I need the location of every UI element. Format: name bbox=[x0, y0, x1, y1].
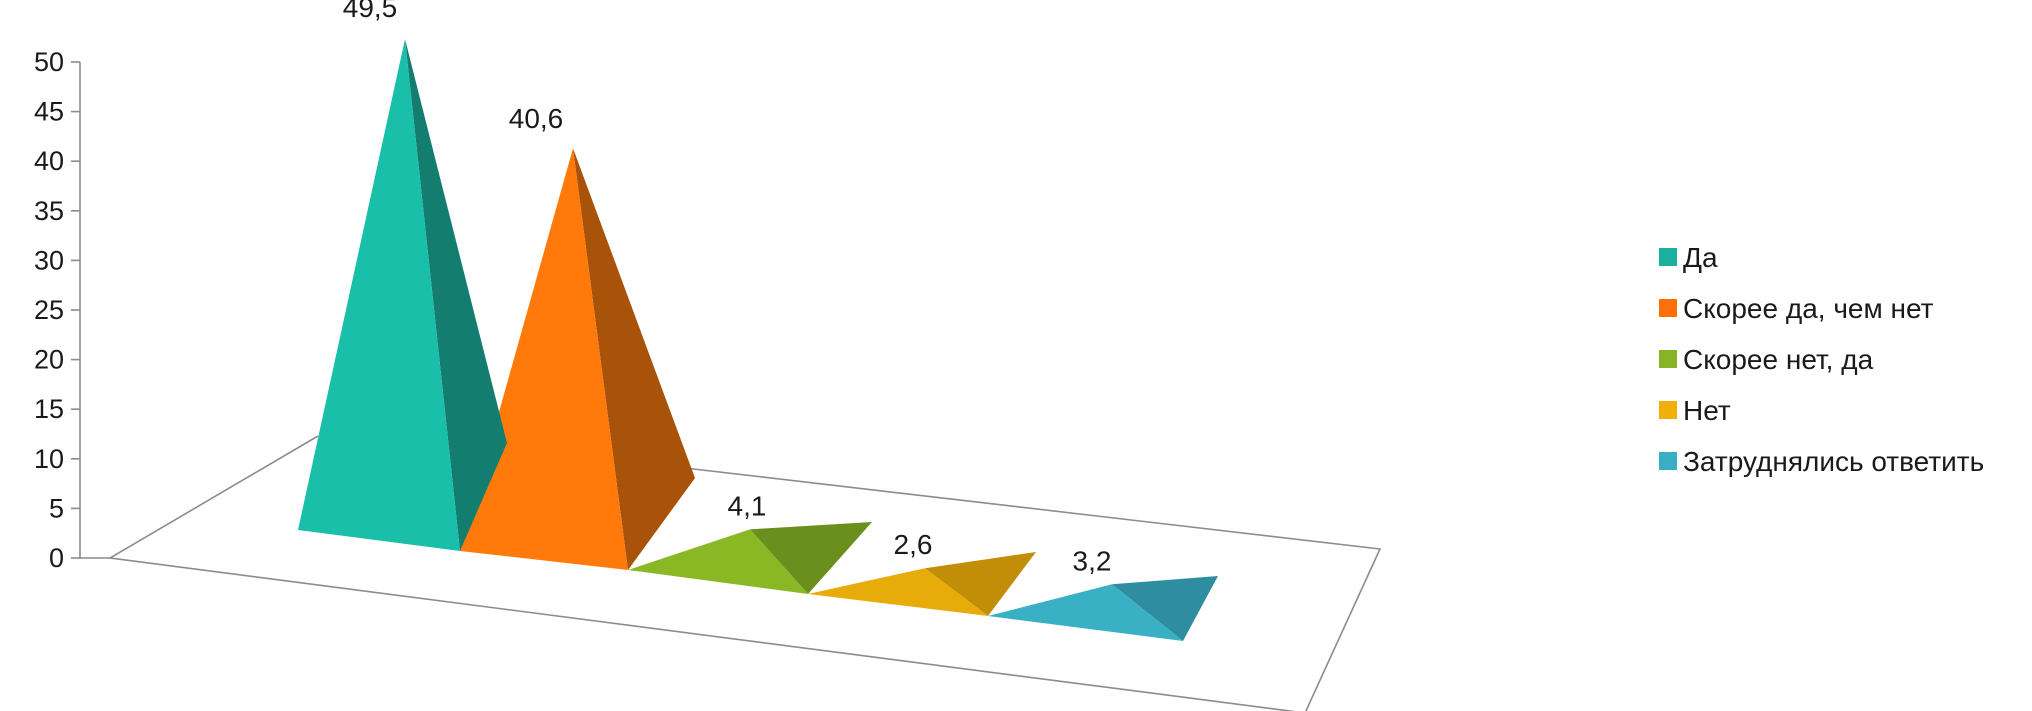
y-tick-label: 5 bbox=[49, 493, 64, 523]
y-tick-label: 25 bbox=[34, 295, 64, 325]
legend-swatch-1 bbox=[1659, 299, 1677, 317]
chart-series bbox=[298, 38, 1218, 641]
y-tick-label: 45 bbox=[34, 97, 64, 127]
legend: Да Скорее да, чем нет Скорее нет, да Нет Зат… bbox=[1659, 242, 1984, 477]
pyramid-side-0 bbox=[405, 38, 507, 551]
y-axis: 0 5 10 15 20 25 30 35 40 45 50 bbox=[34, 47, 110, 573]
pyramid-front-0 bbox=[298, 38, 460, 551]
pyramid-side-4 bbox=[1112, 576, 1218, 641]
pyramid-front-4 bbox=[988, 584, 1183, 641]
legend-swatch-4 bbox=[1659, 452, 1677, 470]
data-label-3: 2,6 bbox=[894, 529, 933, 560]
data-label-4: 3,2 bbox=[1073, 545, 1112, 576]
pyramid-side-2 bbox=[750, 522, 872, 594]
data-label-2: 4,1 bbox=[728, 490, 767, 521]
legend-label-4: Затруднялись ответить bbox=[1683, 446, 1984, 477]
legend-label-1: Скорее да, чем нет bbox=[1683, 293, 1934, 324]
y-tick-label: 35 bbox=[34, 196, 64, 226]
legend-swatch-3 bbox=[1659, 401, 1677, 419]
pyramid-side-1 bbox=[573, 148, 695, 571]
y-tick-label: 50 bbox=[34, 47, 64, 77]
legend-label-0: Да bbox=[1683, 242, 1718, 273]
data-labels: 49,5 40,6 4,1 2,6 3,2 bbox=[343, 0, 1112, 576]
y-tick-label: 0 bbox=[49, 543, 64, 573]
legend-label-2: Скорее нет, да bbox=[1683, 344, 1874, 375]
legend-label-3: Нет bbox=[1683, 395, 1731, 426]
floor-outline bbox=[107, 435, 1382, 711]
y-tick-label: 10 bbox=[34, 444, 64, 474]
y-tick-label: 40 bbox=[34, 146, 64, 176]
y-tick-label: 15 bbox=[34, 394, 64, 424]
y-tick-label: 30 bbox=[34, 245, 64, 275]
pyramid-front-2 bbox=[628, 529, 808, 594]
data-label-1: 40,6 bbox=[509, 103, 564, 134]
chart-floor bbox=[107, 435, 1382, 711]
legend-swatch-0 bbox=[1659, 248, 1677, 266]
y-tick-label: 20 bbox=[34, 345, 64, 375]
pyramid-front-1 bbox=[460, 148, 628, 571]
pyramid-front-3 bbox=[808, 568, 988, 616]
pyramid-side-3 bbox=[925, 552, 1036, 616]
data-label-0: 49,5 bbox=[343, 0, 398, 23]
legend-swatch-2 bbox=[1659, 350, 1677, 368]
